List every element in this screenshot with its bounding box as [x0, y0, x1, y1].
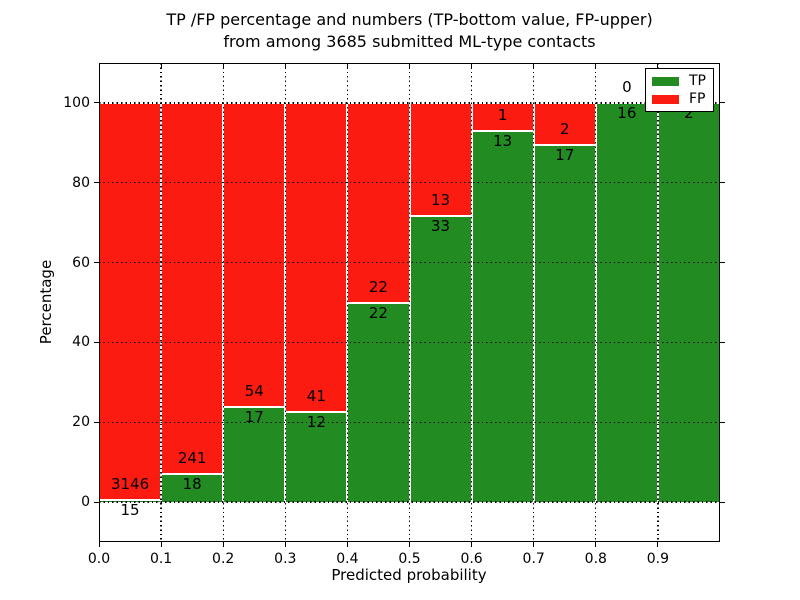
y-tick-label-100: 100 [63, 94, 90, 111]
y-tick-label-80: 80 [72, 174, 90, 191]
y-tick-right-60 [720, 262, 725, 264]
x-tick-bottom-0.0 [98, 542, 100, 547]
legend: TP FP [645, 68, 714, 112]
plot-border [99, 63, 720, 542]
chart-title: TP /FP percentage and numbers (TP-bottom… [99, 9, 720, 53]
y-tick-label-20: 20 [72, 414, 90, 431]
legend-label-tp: TP [689, 73, 706, 89]
y-tick-right-80 [720, 182, 725, 184]
x-tick-bottom-0.9 [657, 542, 659, 547]
x-tick-bottom-0.7 [533, 542, 535, 547]
legend-entry-fp: FP [652, 92, 707, 106]
y-tick-label-60: 60 [72, 254, 90, 271]
chart-title-line-1: TP /FP percentage and numbers (TP-bottom… [166, 10, 653, 29]
x-tick-bottom-0.8 [595, 542, 597, 547]
y-tick-right-0 [720, 501, 725, 503]
x-axis-label: Predicted probability [331, 566, 487, 584]
x-tick-label-0.3: 0.3 [274, 551, 297, 567]
legend-entry-tp: TP [652, 74, 707, 88]
x-tick-label-0.1: 0.1 [149, 551, 173, 567]
x-tick-bottom-0.1 [160, 542, 162, 547]
x-tick-label-0.0: 0.0 [87, 551, 111, 567]
legend-swatch-fp [652, 94, 679, 104]
x-tick-label-0.9: 0.9 [646, 551, 670, 567]
x-tick-bottom-0.4 [346, 542, 348, 547]
y-tick-right-100 [720, 102, 725, 104]
y-tick-right-20 [720, 421, 725, 423]
x-tick-bottom-0.6 [471, 542, 473, 547]
x-tick-bottom-0.2 [222, 542, 224, 547]
y-tick-label-0: 0 [81, 494, 90, 511]
x-tick-bottom-0.5 [409, 542, 410, 547]
legend-label-fp: FP [689, 91, 706, 107]
x-tick-label-0.8: 0.8 [584, 551, 607, 567]
y-axis-label: Percentage [37, 259, 55, 345]
x-tick-label-0.2: 0.2 [212, 551, 235, 567]
x-tick-bottom-0.3 [284, 542, 286, 547]
chart-title-line-2: from among 3685 submitted ML-type contac… [223, 32, 596, 51]
legend-swatch-tp [652, 76, 679, 86]
y-tick-right-40 [720, 341, 725, 343]
x-tick-label-0.7: 0.7 [522, 551, 545, 567]
y-tick-label-40: 40 [72, 334, 90, 351]
